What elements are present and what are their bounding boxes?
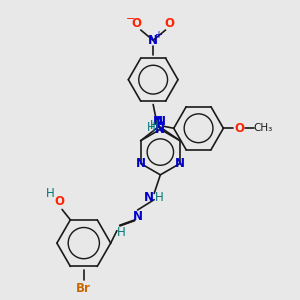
- Text: O: O: [132, 17, 142, 30]
- Text: Br: Br: [76, 282, 91, 295]
- Text: N: N: [133, 210, 142, 223]
- Text: −: −: [126, 14, 135, 24]
- Text: H: H: [155, 191, 164, 204]
- Text: N: N: [155, 123, 165, 136]
- Text: N: N: [156, 115, 166, 128]
- Text: N: N: [153, 115, 163, 128]
- Text: O: O: [54, 195, 64, 208]
- Text: H: H: [150, 119, 158, 132]
- Text: N: N: [175, 157, 185, 170]
- Text: N: N: [136, 157, 146, 170]
- Text: N: N: [144, 191, 154, 204]
- Text: +: +: [154, 30, 162, 40]
- Text: H: H: [117, 226, 125, 239]
- Text: O: O: [234, 122, 244, 135]
- Text: H: H: [147, 121, 155, 134]
- Text: N: N: [148, 34, 158, 47]
- Text: CH₃: CH₃: [253, 123, 272, 133]
- Text: O: O: [165, 17, 175, 30]
- Text: H: H: [46, 188, 55, 200]
